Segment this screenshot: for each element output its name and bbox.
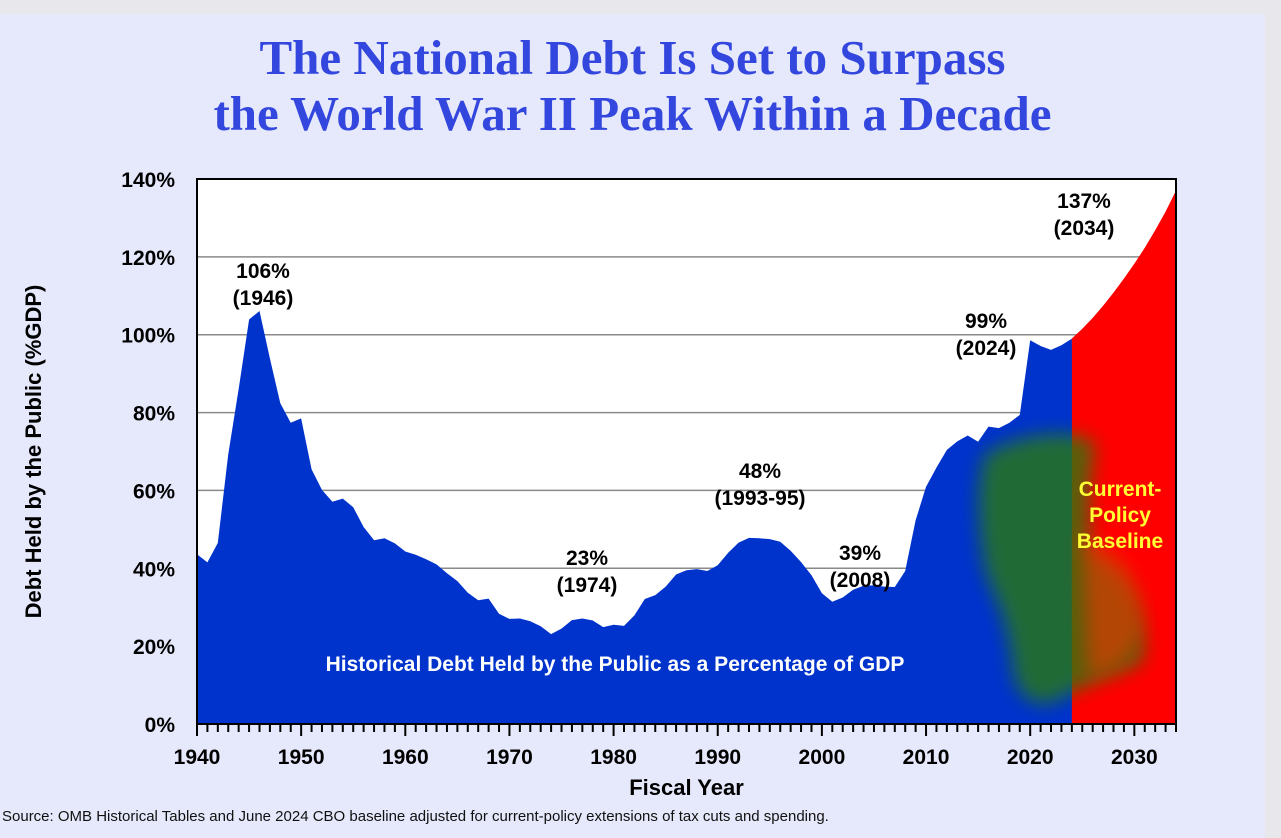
chart-labels: 106% (1946) 23% (1974) 48% (1993-95) 39% (2008)… — [233, 190, 1164, 676]
annotation-value: 106% — [236, 260, 290, 283]
annotation-value: 23% — [566, 547, 608, 570]
annotation-year: (2024) — [956, 337, 1017, 360]
x-tick-label: 1940 — [174, 746, 221, 769]
x-axis-title: Fiscal Year — [629, 775, 744, 800]
x-tick-label: 1950 — [278, 746, 325, 769]
y-tick-label: 20% — [133, 636, 175, 659]
historical-debt-area — [197, 311, 1081, 724]
projection-series-label: Baseline — [1077, 530, 1163, 553]
annotation-year: (1946) — [233, 287, 294, 310]
y-tick-label: 80% — [133, 403, 175, 426]
x-tick-label: 2020 — [1007, 746, 1054, 769]
x-tick-label: 1990 — [694, 746, 741, 769]
x-tick-label: 1980 — [590, 746, 637, 769]
y-tick-label: 120% — [121, 247, 175, 270]
chart-slide: The National Debt Is Set to Surpass the … — [0, 14, 1265, 838]
annotation-value: 39% — [839, 542, 881, 565]
y-tick-label: 100% — [121, 325, 175, 348]
y-tick-label: 0% — [145, 714, 176, 737]
annotation-value: 99% — [965, 310, 1007, 333]
annotation-year: (2008) — [830, 569, 891, 592]
projection-series-label: Policy — [1089, 504, 1151, 527]
y-tick-label: 60% — [133, 480, 175, 503]
source-note: Source: OMB Historical Tables and June 2… — [2, 808, 829, 825]
annotation-value: 137% — [1057, 190, 1111, 213]
x-tick-label: 2030 — [1111, 746, 1158, 769]
y-tick-label: 40% — [133, 558, 175, 581]
x-tick-label: 2000 — [799, 746, 846, 769]
debt-area-chart: 0% 20% 40% 60% 80% 100% 120% 140% 1940 1950 1960 19… — [21, 169, 1177, 800]
axes: 0% 20% 40% 60% 80% 100% 120% 140% 1940 1950 1960 19… — [21, 169, 1177, 800]
x-tick-label: 2010 — [903, 746, 950, 769]
projection-series-label: Current- — [1079, 478, 1162, 501]
chart-title: The National Debt Is Set to Surpass the … — [0, 30, 1265, 142]
y-tick-label: 140% — [121, 169, 175, 192]
annotation-year: (1993-95) — [714, 487, 805, 510]
annotation-value: 48% — [739, 460, 781, 483]
annotation-year: (2034) — [1054, 217, 1115, 240]
overlay-smudge — [978, 433, 1145, 704]
y-axis-title: Debt Held by the Public (%GDP) — [21, 285, 46, 619]
chart-title-line-2: the World War II Peak Within a Decade — [213, 86, 1052, 141]
red-smudge — [1082, 534, 1143, 676]
x-tick-label: 1970 — [486, 746, 533, 769]
x-tick-label: 1960 — [382, 746, 429, 769]
historical-series-label: Historical Debt Held by the Public as a … — [326, 653, 905, 676]
annotation-year: (1974) — [557, 574, 618, 597]
chart-title-line-1: The National Debt Is Set to Surpass — [259, 30, 1006, 85]
